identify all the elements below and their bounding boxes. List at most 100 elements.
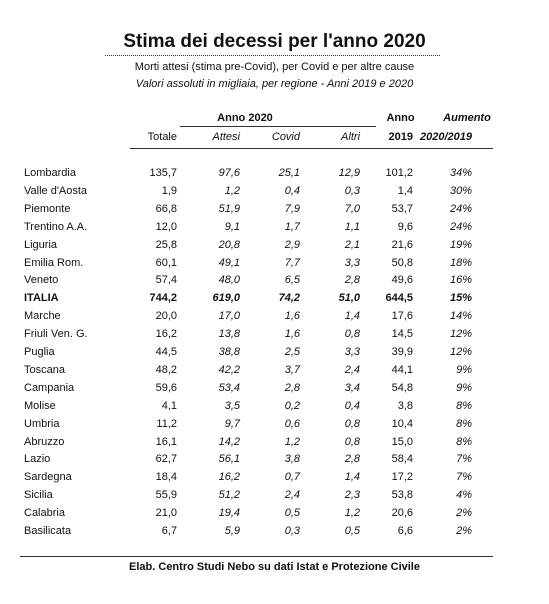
cell: 3,8 xyxy=(397,399,413,412)
cell: 12% xyxy=(449,328,472,341)
cell: 0,8 xyxy=(344,417,360,430)
column-header: Covid xyxy=(271,131,300,143)
cell: 135,7 xyxy=(149,167,177,179)
cell: 1,1 xyxy=(344,220,360,233)
column-header: 2020/2019 xyxy=(420,131,472,143)
cell: 18% xyxy=(449,256,472,269)
cell: 24% xyxy=(449,202,472,215)
row-label: Liguria xyxy=(24,238,58,251)
cell: 54,8 xyxy=(391,381,413,394)
cell: 53,4 xyxy=(218,381,240,394)
cell: 0,2 xyxy=(284,399,300,412)
row-label: Friuli Ven. G. xyxy=(24,328,88,341)
cell: 0,3 xyxy=(344,184,360,197)
cell: 16,2 xyxy=(155,328,177,341)
cell: 2,8 xyxy=(344,453,360,466)
cell: 16,1 xyxy=(155,435,177,448)
row-label: Sardegna xyxy=(24,471,72,484)
cell: 6,5 xyxy=(284,274,300,287)
cell: 49,1 xyxy=(218,256,240,269)
cell: 17,2 xyxy=(391,471,413,484)
cell: 644,5 xyxy=(385,292,413,305)
cell: 7% xyxy=(456,471,472,484)
cell: 3,3 xyxy=(344,256,360,269)
cell: 4% xyxy=(456,489,472,502)
row-label: Lazio xyxy=(24,453,51,466)
cell: 21,6 xyxy=(391,238,413,251)
cell: 42,2 xyxy=(218,363,240,376)
row-label: Toscana xyxy=(24,363,65,376)
cell: 19,4 xyxy=(218,507,240,520)
cell: 49,6 xyxy=(391,274,413,287)
cell: 12,0 xyxy=(155,220,177,233)
cell: 58,4 xyxy=(391,453,413,466)
group-header: Anno 2020 xyxy=(217,112,273,124)
cell: 74,2 xyxy=(278,292,300,305)
cell: 51,2 xyxy=(218,489,240,502)
cell: 14% xyxy=(449,310,472,323)
cell: 3,8 xyxy=(284,453,300,466)
cell: 9% xyxy=(456,381,472,394)
cell: 34% xyxy=(449,167,472,179)
cell: 619,0 xyxy=(212,292,240,305)
cell: 20,0 xyxy=(155,310,177,323)
group-rule xyxy=(180,126,376,127)
cell: 9,6 xyxy=(397,220,413,233)
cell: 6,6 xyxy=(397,525,413,537)
cell: 8% xyxy=(456,417,472,430)
cell: 2,1 xyxy=(344,238,360,251)
cell: 7% xyxy=(456,453,472,466)
cell: 0,3 xyxy=(284,525,300,537)
cell: 48,2 xyxy=(155,363,177,376)
cell: 101,2 xyxy=(385,167,413,179)
row-label: Sicilia xyxy=(24,489,53,502)
cell: 12% xyxy=(449,346,472,358)
cell: 14,5 xyxy=(391,328,413,341)
column-header: 2019 xyxy=(388,131,413,143)
cell: 17,6 xyxy=(391,310,413,323)
source: Elab. Centro Studi Nebo su dati Istat e … xyxy=(129,561,420,573)
cell: 2% xyxy=(456,525,472,537)
cell: 38,8 xyxy=(218,346,240,358)
note: Valori assoluti in migliaia, per regione… xyxy=(135,78,414,90)
cell: 20,6 xyxy=(391,507,413,520)
cell: 4,1 xyxy=(161,399,177,412)
row-label: Valle d'Aosta xyxy=(24,184,88,197)
cell: 3,7 xyxy=(284,363,300,376)
cell: 2% xyxy=(456,507,472,520)
cell: 39,9 xyxy=(391,346,413,358)
cell: 2,9 xyxy=(284,238,300,251)
row-label: Trentino A.A. xyxy=(24,220,88,233)
cell: 8% xyxy=(456,435,472,448)
cell: 21,0 xyxy=(155,507,177,520)
cell: 7,9 xyxy=(284,202,300,215)
cell: 55,9 xyxy=(155,489,177,502)
subtitle: Morti attesi (stima pre-Covid), per Covi… xyxy=(134,61,415,73)
row-label: ITALIA xyxy=(24,292,59,305)
cell: 19% xyxy=(449,238,472,251)
cell: 15% xyxy=(449,292,472,305)
cell: 9% xyxy=(456,363,472,376)
cell: 0,5 xyxy=(284,507,300,520)
cell: 12,9 xyxy=(338,167,360,179)
row-label: Piemonte xyxy=(24,202,71,215)
row-label: Puglia xyxy=(24,346,55,358)
cell: 18,4 xyxy=(155,471,177,484)
cell: 57,4 xyxy=(155,274,177,287)
row-label: Calabria xyxy=(24,507,65,520)
cell: 59,6 xyxy=(155,381,177,394)
cell: 53,8 xyxy=(391,489,413,502)
cell: 2,8 xyxy=(344,274,360,287)
row-label: Emilia Rom. xyxy=(24,256,84,269)
top-header: Aumento xyxy=(443,112,491,124)
cell: 51,9 xyxy=(218,202,240,215)
cell: 66,8 xyxy=(155,202,177,215)
cell: 0,8 xyxy=(344,328,360,341)
cell: 9,1 xyxy=(224,220,240,233)
cell: 1,4 xyxy=(397,184,413,197)
top-header: Anno xyxy=(386,112,415,124)
cell: 2,3 xyxy=(344,489,360,502)
column-header: Altri xyxy=(341,131,360,143)
cell: 25,1 xyxy=(278,167,300,179)
cell: 2,5 xyxy=(284,346,300,358)
